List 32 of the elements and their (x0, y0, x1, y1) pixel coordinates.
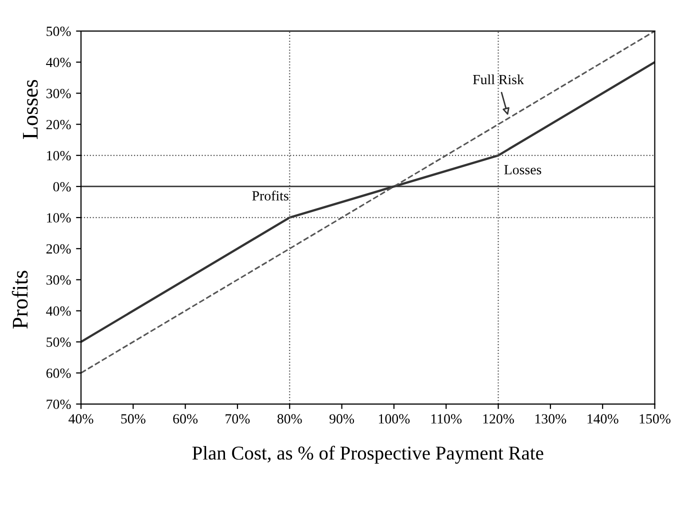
x-axis-title: Plan Cost, as % of Prospective Payment Rate (192, 446, 544, 464)
y-tick-label: 0% (53, 182, 71, 192)
annotation: Full Risk (473, 74, 524, 84)
x-tick-label: 150% (640, 414, 670, 424)
x-tick-label: 40% (68, 414, 94, 424)
y-tick-label: 40% (46, 58, 71, 68)
x-tick-label: 60% (173, 414, 198, 424)
x-tick-label: 100% (378, 414, 410, 424)
x-tick-label: 70% (226, 414, 250, 424)
y-tick-label: 50% (46, 337, 71, 347)
y-tick-label: 30% (46, 88, 71, 98)
y-tick-label: 40% (46, 306, 71, 316)
y-tick-label: 10% (47, 213, 71, 223)
y-tick-label: 50% (46, 26, 71, 36)
y-tick-label: 10% (47, 150, 71, 160)
annotation: Losses (504, 165, 542, 174)
x-tick-label: 120% (483, 414, 514, 424)
x-tick-label: 140% (588, 414, 618, 424)
x-tick-label: 130% (535, 414, 566, 424)
y-tick-label: 30% (46, 275, 71, 285)
x-tick-label: 50% (121, 414, 146, 424)
line-series (81, 61, 655, 343)
y-tick-label: 20% (46, 120, 71, 130)
y-tick-label: 70% (46, 400, 71, 410)
x-tick-label: 110% (431, 414, 462, 424)
annotation: Profits (252, 190, 288, 201)
y-tick-label: 60% (46, 368, 71, 378)
x-tick-label: 90% (330, 414, 354, 424)
text: Losses (23, 80, 38, 140)
y-tick-label: 20% (46, 244, 71, 254)
y-axis-title: Profits (12, 270, 28, 329)
x-tick-label: 80% (277, 414, 302, 424)
